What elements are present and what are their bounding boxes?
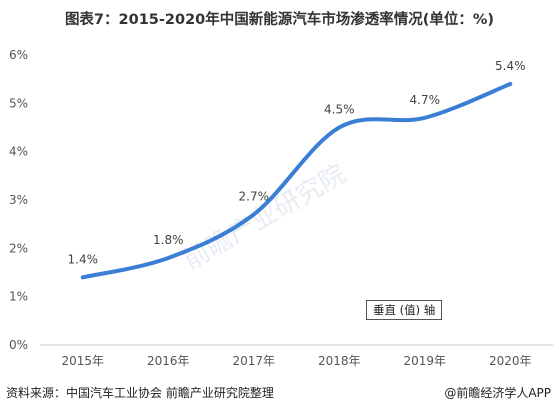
x-tick-label: 2017年 bbox=[232, 354, 275, 368]
x-tick-label: 2016年 bbox=[147, 354, 190, 368]
x-tick-label: 2020年 bbox=[489, 354, 532, 368]
data-label: 1.4% bbox=[68, 252, 99, 266]
y-tick-label: 4% bbox=[9, 145, 28, 159]
y-tick-label: 2% bbox=[9, 241, 28, 255]
x-tick-label: 2019年 bbox=[403, 354, 446, 368]
data-label: 4.7% bbox=[410, 93, 441, 107]
brand-credit: @前瞻经济学人APP bbox=[444, 386, 551, 400]
y-tick-label: 5% bbox=[9, 96, 28, 110]
y-tick-label: 3% bbox=[9, 193, 28, 207]
data-label: 2.7% bbox=[239, 190, 270, 204]
source-note: 资料来源：中国汽车工业协会 前瞻产业研究院整理 bbox=[6, 386, 274, 400]
y-tick-label: 0% bbox=[9, 338, 28, 352]
x-tick-label: 2018年 bbox=[318, 354, 361, 368]
axis-note: 垂直 (值) 轴 bbox=[366, 300, 443, 320]
data-label: 4.5% bbox=[324, 103, 355, 117]
x-tick-label: 2015年 bbox=[61, 354, 104, 368]
y-tick-label: 1% bbox=[9, 290, 28, 304]
chart-title: 图表7：2015-2020年中国新能源汽车市场渗透率情况(单位：%) bbox=[64, 12, 495, 28]
data-label: 1.8% bbox=[153, 233, 184, 247]
y-tick-label: 6% bbox=[9, 48, 28, 62]
data-label: 5.4% bbox=[495, 59, 526, 73]
series-line bbox=[80, 82, 513, 280]
watermark-text: 前瞻产业研究院 bbox=[179, 159, 352, 276]
watermark: 前瞻产业研究院 bbox=[179, 159, 352, 276]
